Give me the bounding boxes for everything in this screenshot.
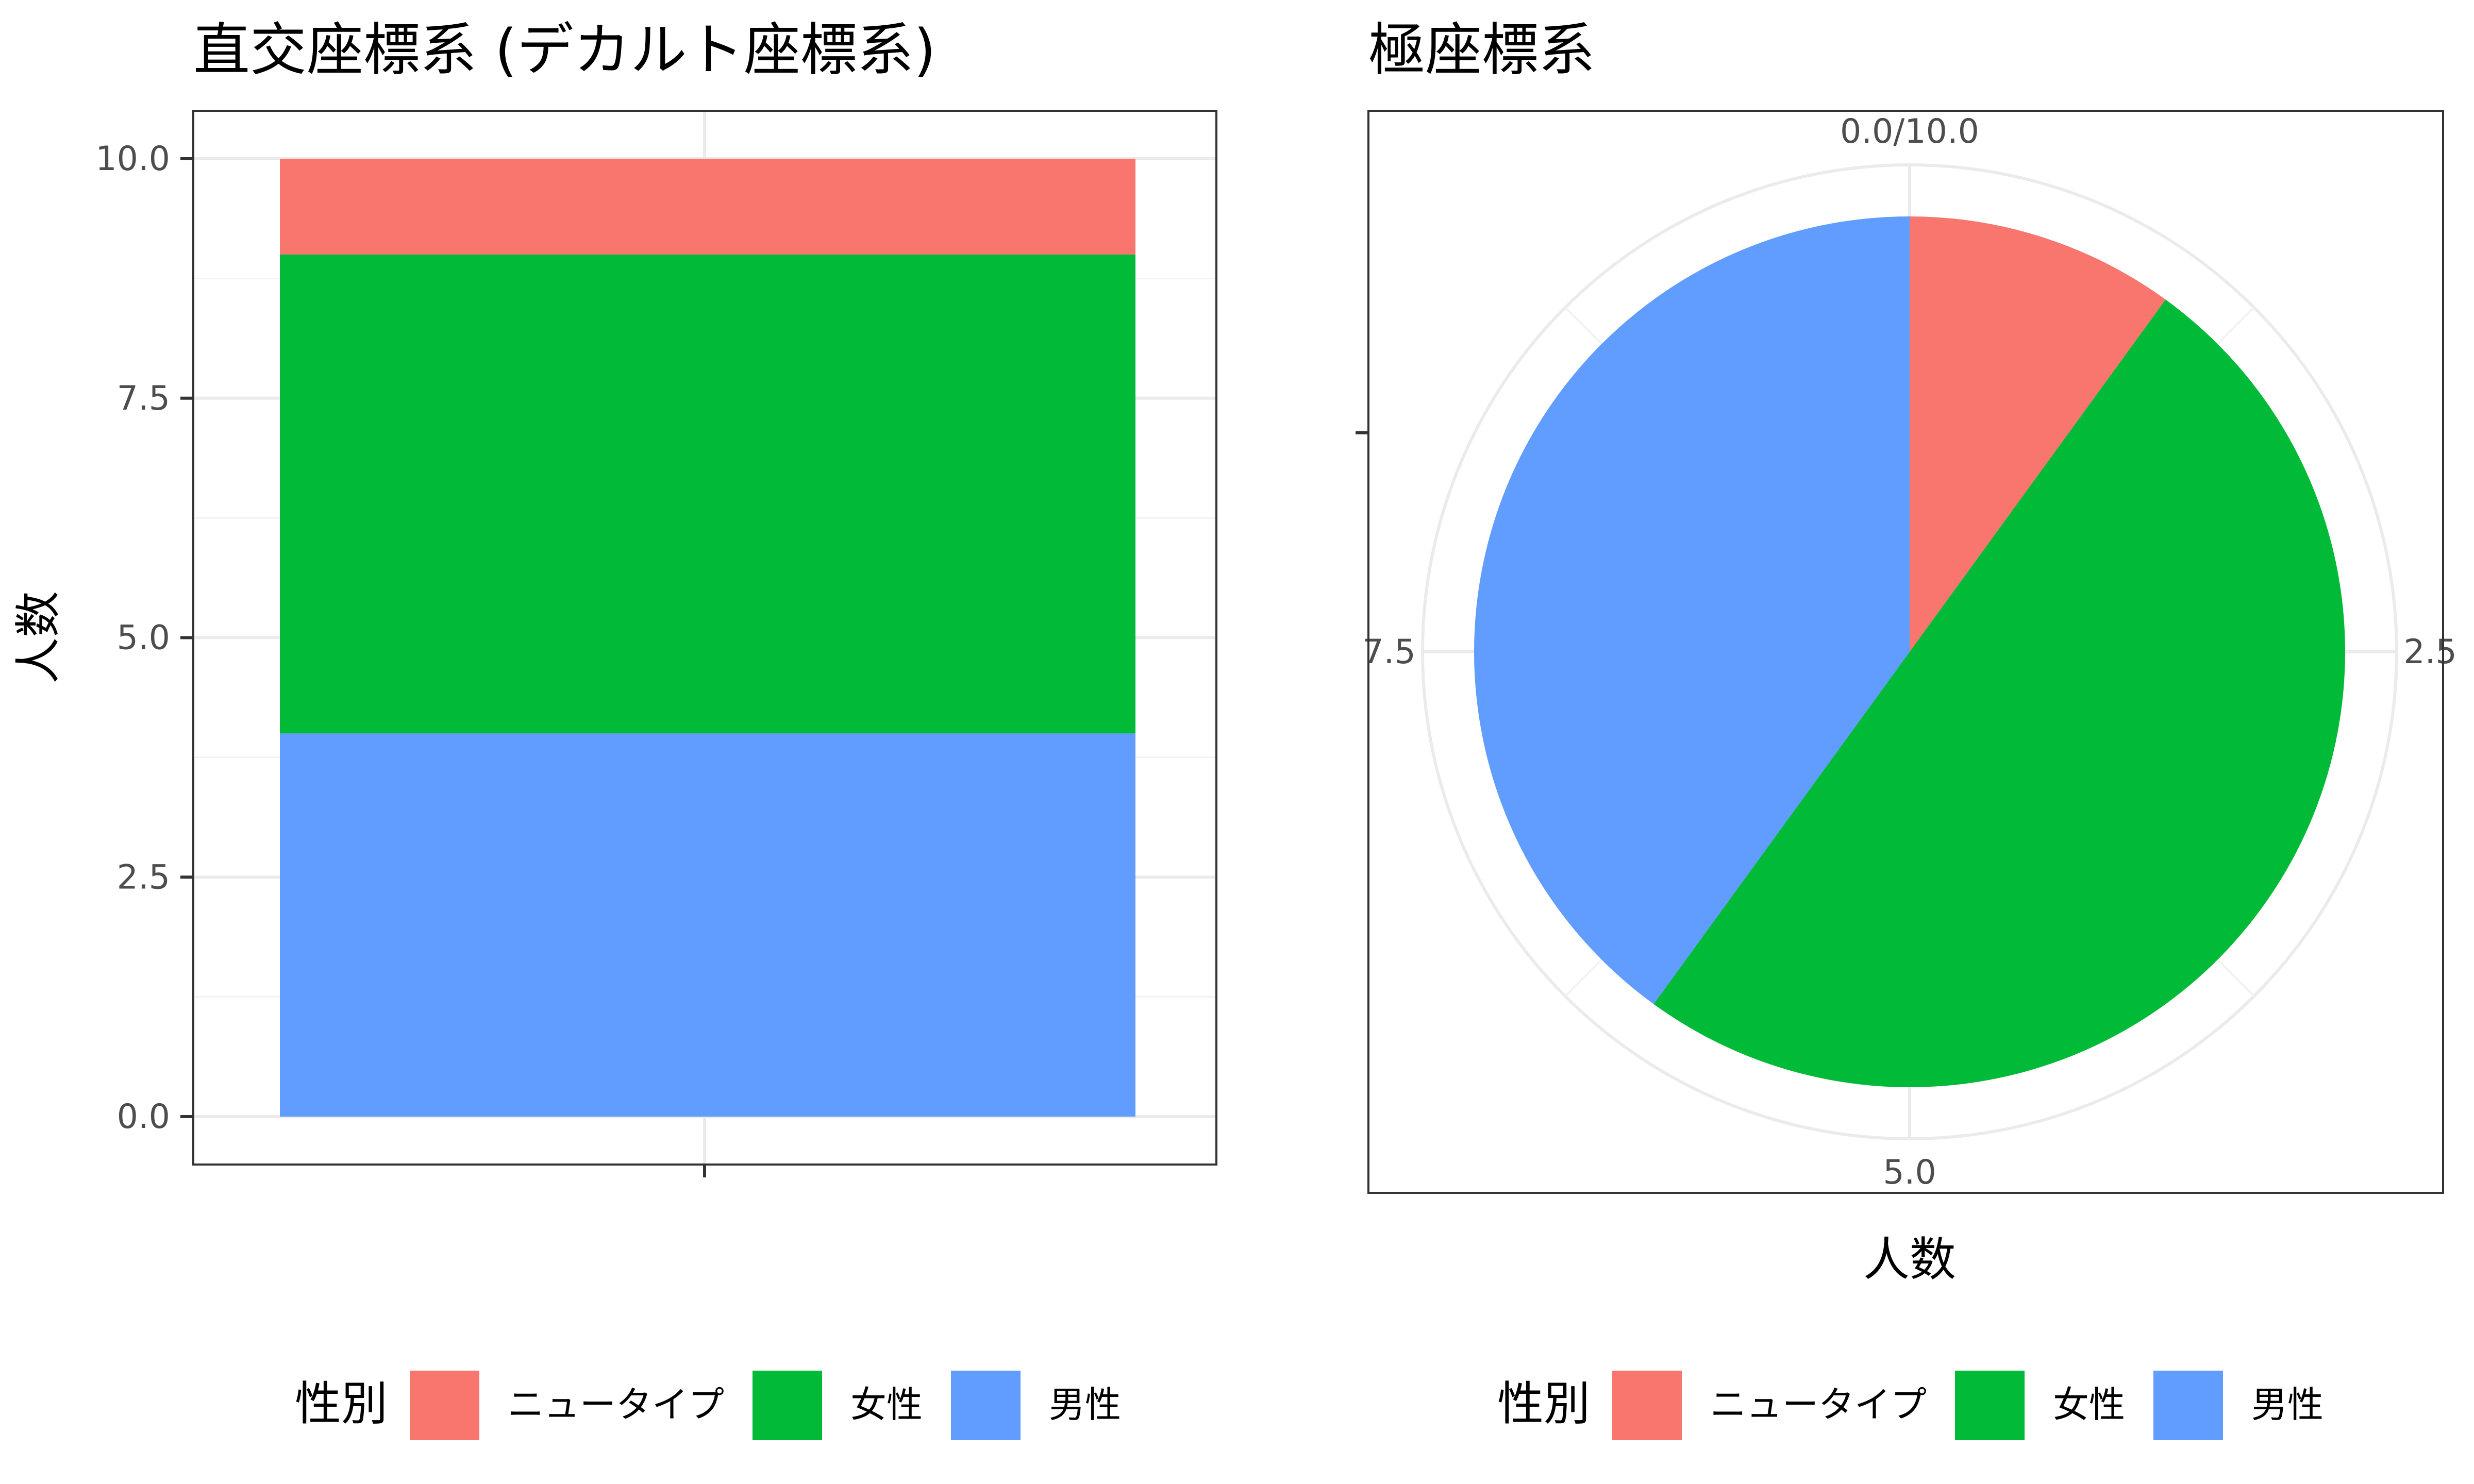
pie-angular-ticks: 0.0/10.0 2.5 5.0 7.5 (1362, 112, 2456, 1192)
pie-angular-tick-label: 2.5 (2403, 633, 2456, 671)
bar-legend: 性別 ニュータイプ 女性 男性 (295, 1371, 1121, 1440)
bar-y-tick-label: 5.0 (117, 619, 170, 657)
pie-chart: 極座標系 0.0/10.0 2.5 5.0 7.5 人数 性別 ニュータイプ 女性 男… (1356, 17, 2457, 1440)
pie-angular-tick-label: 7.5 (1362, 633, 1415, 671)
pie-slice-0 (1910, 216, 2166, 652)
pie-slice-1 (1653, 299, 2345, 1087)
bar-y-axis: 0.0 2.5 5.0 7.5 10.0 (95, 140, 193, 1136)
bar-stack (280, 159, 1135, 1117)
bar-y-tick-label: 7.5 (117, 379, 170, 418)
pie-legend-label-male: 男性 (2251, 1384, 2323, 1426)
bar-chart-title: 直交座標系 (デカルト座標系) (193, 17, 936, 83)
pie-angular-tick-label: 0.0/10.0 (1840, 112, 1979, 151)
bar-segment-0 (280, 733, 1135, 1117)
pie-plot-border (1367, 110, 2444, 1194)
bar-y-tick-label: 2.5 (117, 858, 170, 897)
bar-legend-label-male: 男性 (1049, 1384, 1121, 1426)
pie-legend-swatch-newtype (1612, 1371, 1682, 1440)
pie-slice-2 (1474, 216, 1910, 1004)
bar-segment-2 (280, 159, 1135, 255)
pie-slices (1474, 216, 2345, 1087)
bar-legend-swatch-male (951, 1371, 1021, 1440)
bar-legend-label-newtype: ニュータイプ (508, 1384, 724, 1426)
pie-legend-swatch-male (2153, 1371, 2223, 1440)
bar-legend-label-female: 女性 (850, 1384, 923, 1426)
bar-y-tick-label: 10.0 (95, 140, 170, 178)
bar-legend-swatch-newtype (410, 1371, 479, 1440)
pie-x-axis-title: 人数 (1863, 1233, 1956, 1287)
bar-legend-title: 性別 (295, 1377, 388, 1431)
bar-legend-swatch-female (753, 1371, 822, 1440)
pie-angular-tick-label: 5.0 (1883, 1153, 1936, 1192)
pie-legend-label-female: 女性 (2053, 1384, 2125, 1426)
bar-y-axis-title: 人数 (11, 591, 65, 684)
bar-chart: 直交座標系 (デカルト座標系) 0.0 2.5 5.0 7.5 10.0 人数 性別 ニ… (11, 17, 1217, 1440)
bar-y-tick-label: 0.0 (117, 1098, 170, 1136)
pie-legend: 性別 ニュータイプ 女性 男性 (1497, 1371, 2323, 1440)
pie-legend-title: 性別 (1497, 1377, 1590, 1431)
pie-legend-label-newtype: ニュータイプ (1710, 1384, 1927, 1426)
pie-legend-swatch-female (1955, 1371, 2025, 1440)
bar-segment-1 (280, 254, 1135, 734)
pie-chart-title: 極座標系 (1368, 17, 1595, 83)
